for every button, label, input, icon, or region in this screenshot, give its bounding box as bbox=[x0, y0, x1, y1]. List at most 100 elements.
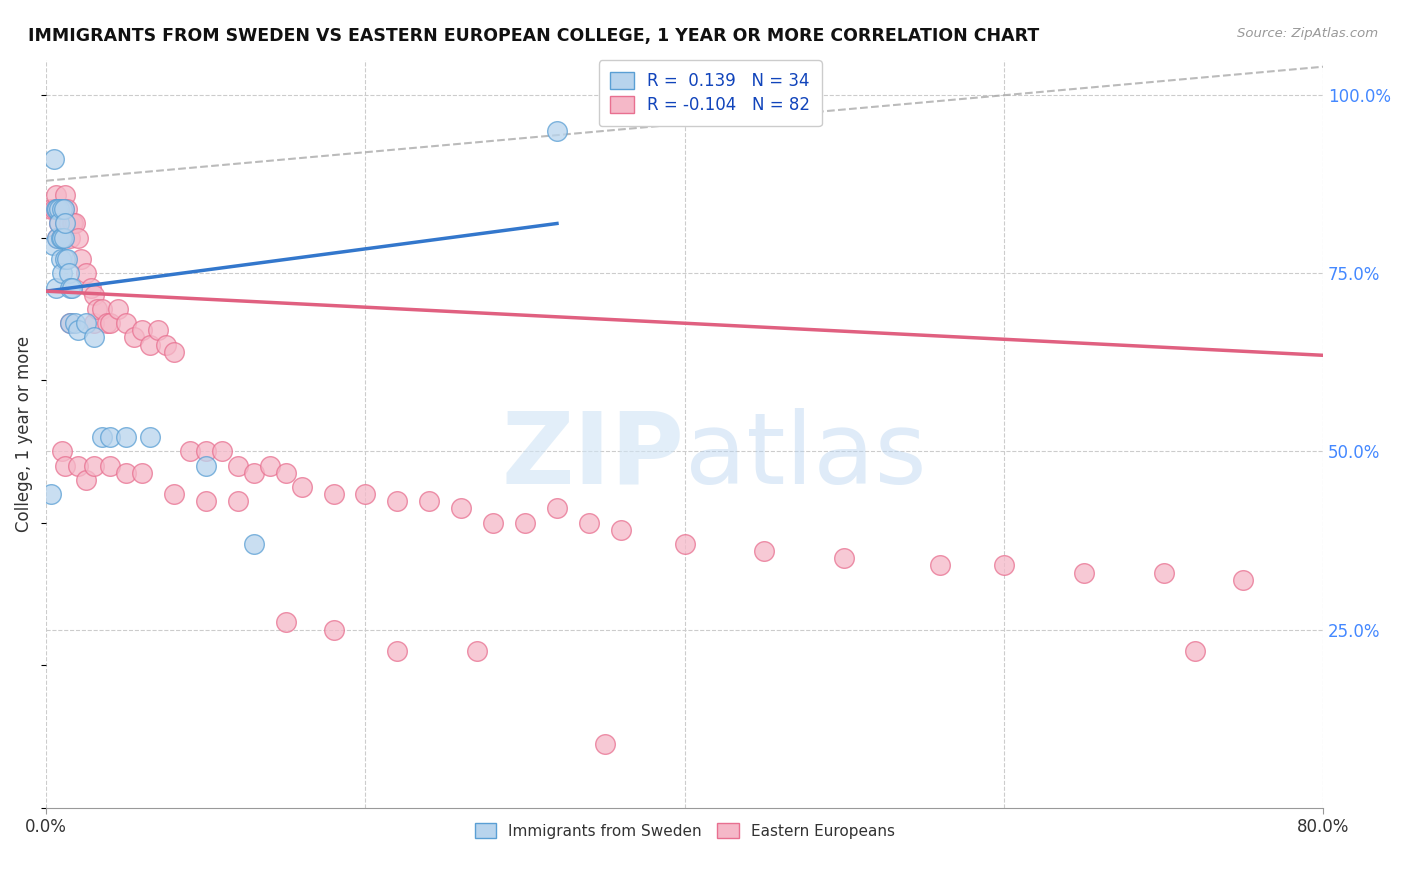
Point bbox=[242, 466, 264, 480]
Point bbox=[465, 644, 488, 658]
Point bbox=[194, 494, 217, 508]
Point bbox=[48, 217, 70, 231]
Point bbox=[754, 544, 776, 558]
Point bbox=[226, 458, 249, 473]
Point bbox=[211, 444, 233, 458]
Text: ZIP: ZIP bbox=[502, 408, 685, 505]
Point bbox=[53, 217, 76, 231]
Point bbox=[44, 153, 66, 167]
Point bbox=[83, 458, 105, 473]
Point bbox=[578, 516, 600, 530]
Point bbox=[51, 444, 73, 458]
Point bbox=[46, 202, 69, 217]
Point bbox=[59, 231, 82, 245]
Point bbox=[51, 231, 73, 245]
Point bbox=[593, 737, 616, 751]
Text: Source: ZipAtlas.com: Source: ZipAtlas.com bbox=[1237, 27, 1378, 40]
Point bbox=[107, 301, 129, 316]
Point bbox=[56, 202, 79, 217]
Point bbox=[41, 238, 63, 252]
Point bbox=[354, 487, 377, 501]
Point bbox=[418, 494, 440, 508]
Point bbox=[58, 217, 80, 231]
Point bbox=[83, 316, 105, 330]
Point bbox=[1184, 644, 1206, 658]
Point bbox=[52, 202, 75, 217]
Point bbox=[58, 266, 80, 280]
Point bbox=[322, 623, 344, 637]
Point bbox=[139, 337, 162, 351]
Point bbox=[139, 430, 162, 444]
Point bbox=[51, 202, 73, 217]
Point bbox=[91, 301, 114, 316]
Point bbox=[155, 337, 177, 351]
Point bbox=[546, 124, 568, 138]
Point bbox=[387, 644, 409, 658]
Point bbox=[53, 458, 76, 473]
Point bbox=[546, 501, 568, 516]
Point bbox=[67, 231, 90, 245]
Point bbox=[274, 466, 297, 480]
Point bbox=[832, 551, 855, 566]
Point bbox=[1232, 573, 1254, 587]
Point bbox=[75, 473, 97, 487]
Point bbox=[83, 330, 105, 344]
Point bbox=[62, 217, 84, 231]
Point bbox=[56, 252, 79, 266]
Point bbox=[131, 466, 153, 480]
Point bbox=[59, 316, 82, 330]
Point bbox=[46, 202, 69, 217]
Point bbox=[67, 323, 90, 337]
Point bbox=[51, 266, 73, 280]
Point bbox=[194, 444, 217, 458]
Point bbox=[290, 480, 312, 494]
Point bbox=[63, 217, 86, 231]
Point bbox=[194, 458, 217, 473]
Point bbox=[44, 202, 66, 217]
Point bbox=[49, 231, 72, 245]
Point bbox=[98, 316, 121, 330]
Point bbox=[91, 430, 114, 444]
Point bbox=[49, 231, 72, 245]
Point bbox=[51, 202, 73, 217]
Point bbox=[59, 280, 82, 294]
Point bbox=[67, 458, 90, 473]
Point bbox=[39, 202, 62, 217]
Point bbox=[49, 252, 72, 266]
Point bbox=[98, 458, 121, 473]
Point bbox=[610, 523, 633, 537]
Point bbox=[146, 323, 169, 337]
Point bbox=[46, 231, 69, 245]
Point bbox=[52, 231, 75, 245]
Point bbox=[115, 466, 138, 480]
Point bbox=[45, 280, 67, 294]
Point bbox=[259, 458, 281, 473]
Point bbox=[387, 494, 409, 508]
Point bbox=[993, 558, 1015, 573]
Point bbox=[75, 266, 97, 280]
Point bbox=[53, 217, 76, 231]
Point bbox=[322, 487, 344, 501]
Point bbox=[115, 316, 138, 330]
Point bbox=[86, 301, 108, 316]
Point bbox=[49, 202, 72, 217]
Point bbox=[60, 217, 83, 231]
Legend: Immigrants from Sweden, Eastern Europeans: Immigrants from Sweden, Eastern European… bbox=[468, 817, 901, 845]
Point bbox=[1153, 566, 1175, 580]
Point bbox=[242, 537, 264, 551]
Text: IMMIGRANTS FROM SWEDEN VS EASTERN EUROPEAN COLLEGE, 1 YEAR OR MORE CORRELATION C: IMMIGRANTS FROM SWEDEN VS EASTERN EUROPE… bbox=[28, 27, 1039, 45]
Point bbox=[51, 231, 73, 245]
Point bbox=[673, 537, 696, 551]
Point bbox=[450, 501, 472, 516]
Point bbox=[482, 516, 505, 530]
Point bbox=[122, 330, 145, 344]
Point bbox=[274, 615, 297, 630]
Point bbox=[48, 217, 70, 231]
Point bbox=[46, 231, 69, 245]
Point bbox=[83, 287, 105, 301]
Point bbox=[60, 280, 83, 294]
Point bbox=[70, 252, 93, 266]
Point bbox=[45, 202, 67, 217]
Point bbox=[98, 430, 121, 444]
Point bbox=[53, 252, 76, 266]
